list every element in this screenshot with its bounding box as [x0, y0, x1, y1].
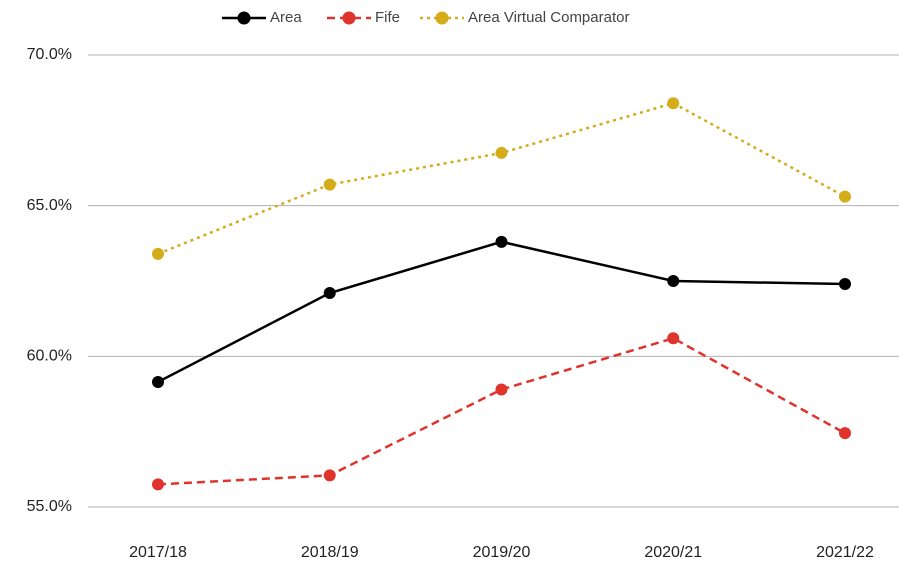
x-tick-label: 2019/20 [473, 544, 531, 561]
series-line [157, 336, 846, 486]
point [323, 178, 336, 191]
point [667, 275, 680, 287]
x-tick-label: 2021/22 [816, 544, 874, 561]
point [667, 332, 680, 345]
point [152, 375, 164, 388]
y-tick-label: 70.0% [27, 46, 72, 63]
x-tick-label: 2017/18 [129, 544, 187, 561]
legend-marker [435, 11, 449, 25]
point [839, 278, 851, 291]
legend-label: Area [270, 9, 302, 26]
point [667, 97, 680, 110]
y-tick-label: 60.0% [27, 348, 72, 365]
point [839, 427, 851, 440]
point [495, 235, 508, 248]
series-line [157, 101, 846, 256]
point [495, 146, 508, 159]
point [152, 478, 164, 491]
series-line [157, 240, 846, 384]
point [152, 247, 164, 260]
legend-marker [237, 11, 251, 25]
y-tick-label: 55.0% [27, 498, 72, 515]
y-tick-label: 65.0% [27, 197, 72, 214]
point [323, 287, 336, 300]
legend-label: Fife [375, 9, 400, 26]
legend-marker [342, 11, 356, 25]
point [323, 469, 336, 482]
legend-label: Area Virtual Comparator [468, 9, 629, 26]
x-tick-label: 2020/21 [644, 544, 702, 561]
point [495, 383, 508, 396]
x-tick-label: 2018/19 [301, 544, 359, 561]
point [839, 190, 851, 203]
